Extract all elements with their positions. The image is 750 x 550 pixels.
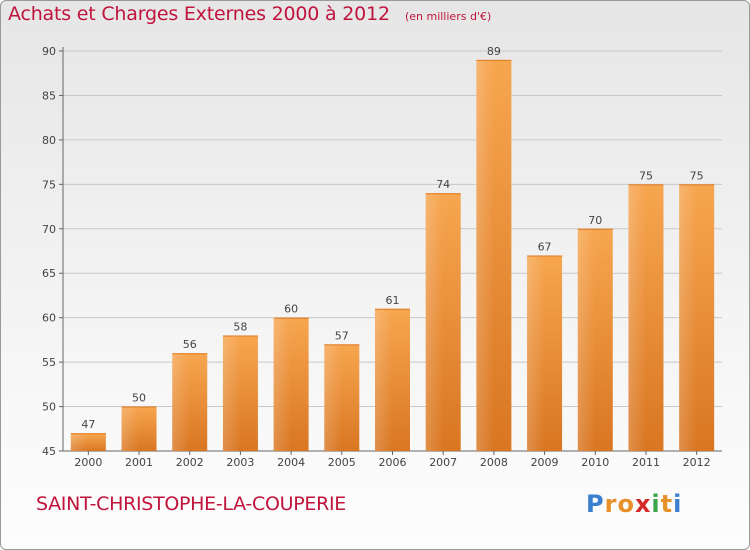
x-tick-label: 2010 <box>581 456 609 469</box>
x-tick-label: 2002 <box>176 456 204 469</box>
x-tick-label: 2006 <box>379 456 407 469</box>
bar-highlight <box>324 344 342 451</box>
data-label: 58 <box>233 320 247 333</box>
y-tick-label: 60 <box>42 312 56 325</box>
bar-highlight <box>222 335 241 451</box>
data-label: 50 <box>132 392 146 405</box>
data-label: 70 <box>588 214 602 227</box>
bar-highlight <box>679 184 697 452</box>
bar-highlight <box>628 184 646 452</box>
logo-letter: i <box>673 490 683 518</box>
title-block: Achats et Charges Externes 2000 à 2012 (… <box>8 3 491 25</box>
y-tick-label: 70 <box>42 223 56 236</box>
bar-highlight <box>425 193 444 451</box>
y-tick-label: 75 <box>42 178 56 191</box>
data-label: 61 <box>386 294 400 307</box>
data-label: 74 <box>436 178 450 191</box>
bar-highlight <box>375 308 393 451</box>
commune-name: SAINT-CHRISTOPHE-LA-COUPERIE <box>36 493 346 515</box>
y-tick-label: 50 <box>42 401 56 414</box>
x-tick-label: 2012 <box>683 456 711 469</box>
y-tick-label: 65 <box>42 267 56 280</box>
data-label: 47 <box>81 418 95 431</box>
bar-highlight <box>476 59 494 452</box>
data-label: 67 <box>538 240 552 253</box>
x-tick-label: 2008 <box>480 456 508 469</box>
chart-subtitle: (en milliers d'€) <box>404 10 492 23</box>
logo-letter: o <box>617 490 635 518</box>
data-label: 75 <box>690 169 704 182</box>
data-label: 57 <box>335 329 349 342</box>
x-tick-label: 2000 <box>74 456 102 469</box>
logo-letter: r <box>604 490 618 518</box>
bars <box>70 59 715 452</box>
logo-letter: i <box>651 490 661 518</box>
proxiti-logo: Proxiti <box>586 490 682 518</box>
x-tick-label: 2003 <box>226 456 254 469</box>
data-labels: 47 50 56 58 60 57 61 74 89 67 70 75 75 <box>81 45 703 431</box>
x-tick-label: 2001 <box>125 456 153 469</box>
bar-highlight <box>121 406 140 451</box>
y-tick-label: 45 <box>42 445 56 458</box>
bar-highlight <box>577 228 596 451</box>
x-tick-label: 2004 <box>277 456 305 469</box>
bar-highlight <box>527 255 545 451</box>
x-tick-label: 2011 <box>632 456 660 469</box>
bar-highlight <box>273 317 292 451</box>
logo-letter: P <box>586 490 605 518</box>
x-tick-label: 2009 <box>531 456 559 469</box>
bar-highlight <box>172 353 190 451</box>
x-tick-label: 2005 <box>328 456 356 469</box>
y-tick-label: 85 <box>42 89 56 102</box>
data-label: 56 <box>183 338 197 351</box>
y-tick-label: 90 <box>42 45 56 58</box>
data-label: 75 <box>639 169 653 182</box>
logo-letter: x <box>634 490 652 518</box>
y-tick-label: 80 <box>42 134 56 147</box>
bar-highlight <box>70 433 89 451</box>
data-label: 60 <box>284 303 298 316</box>
data-label: 89 <box>487 45 501 58</box>
chart-title: Achats et Charges Externes 2000 à 2012 <box>8 3 390 25</box>
x-tick-label: 2007 <box>429 456 457 469</box>
logo-letter: t <box>660 490 674 518</box>
y-tick-label: 55 <box>42 356 56 369</box>
